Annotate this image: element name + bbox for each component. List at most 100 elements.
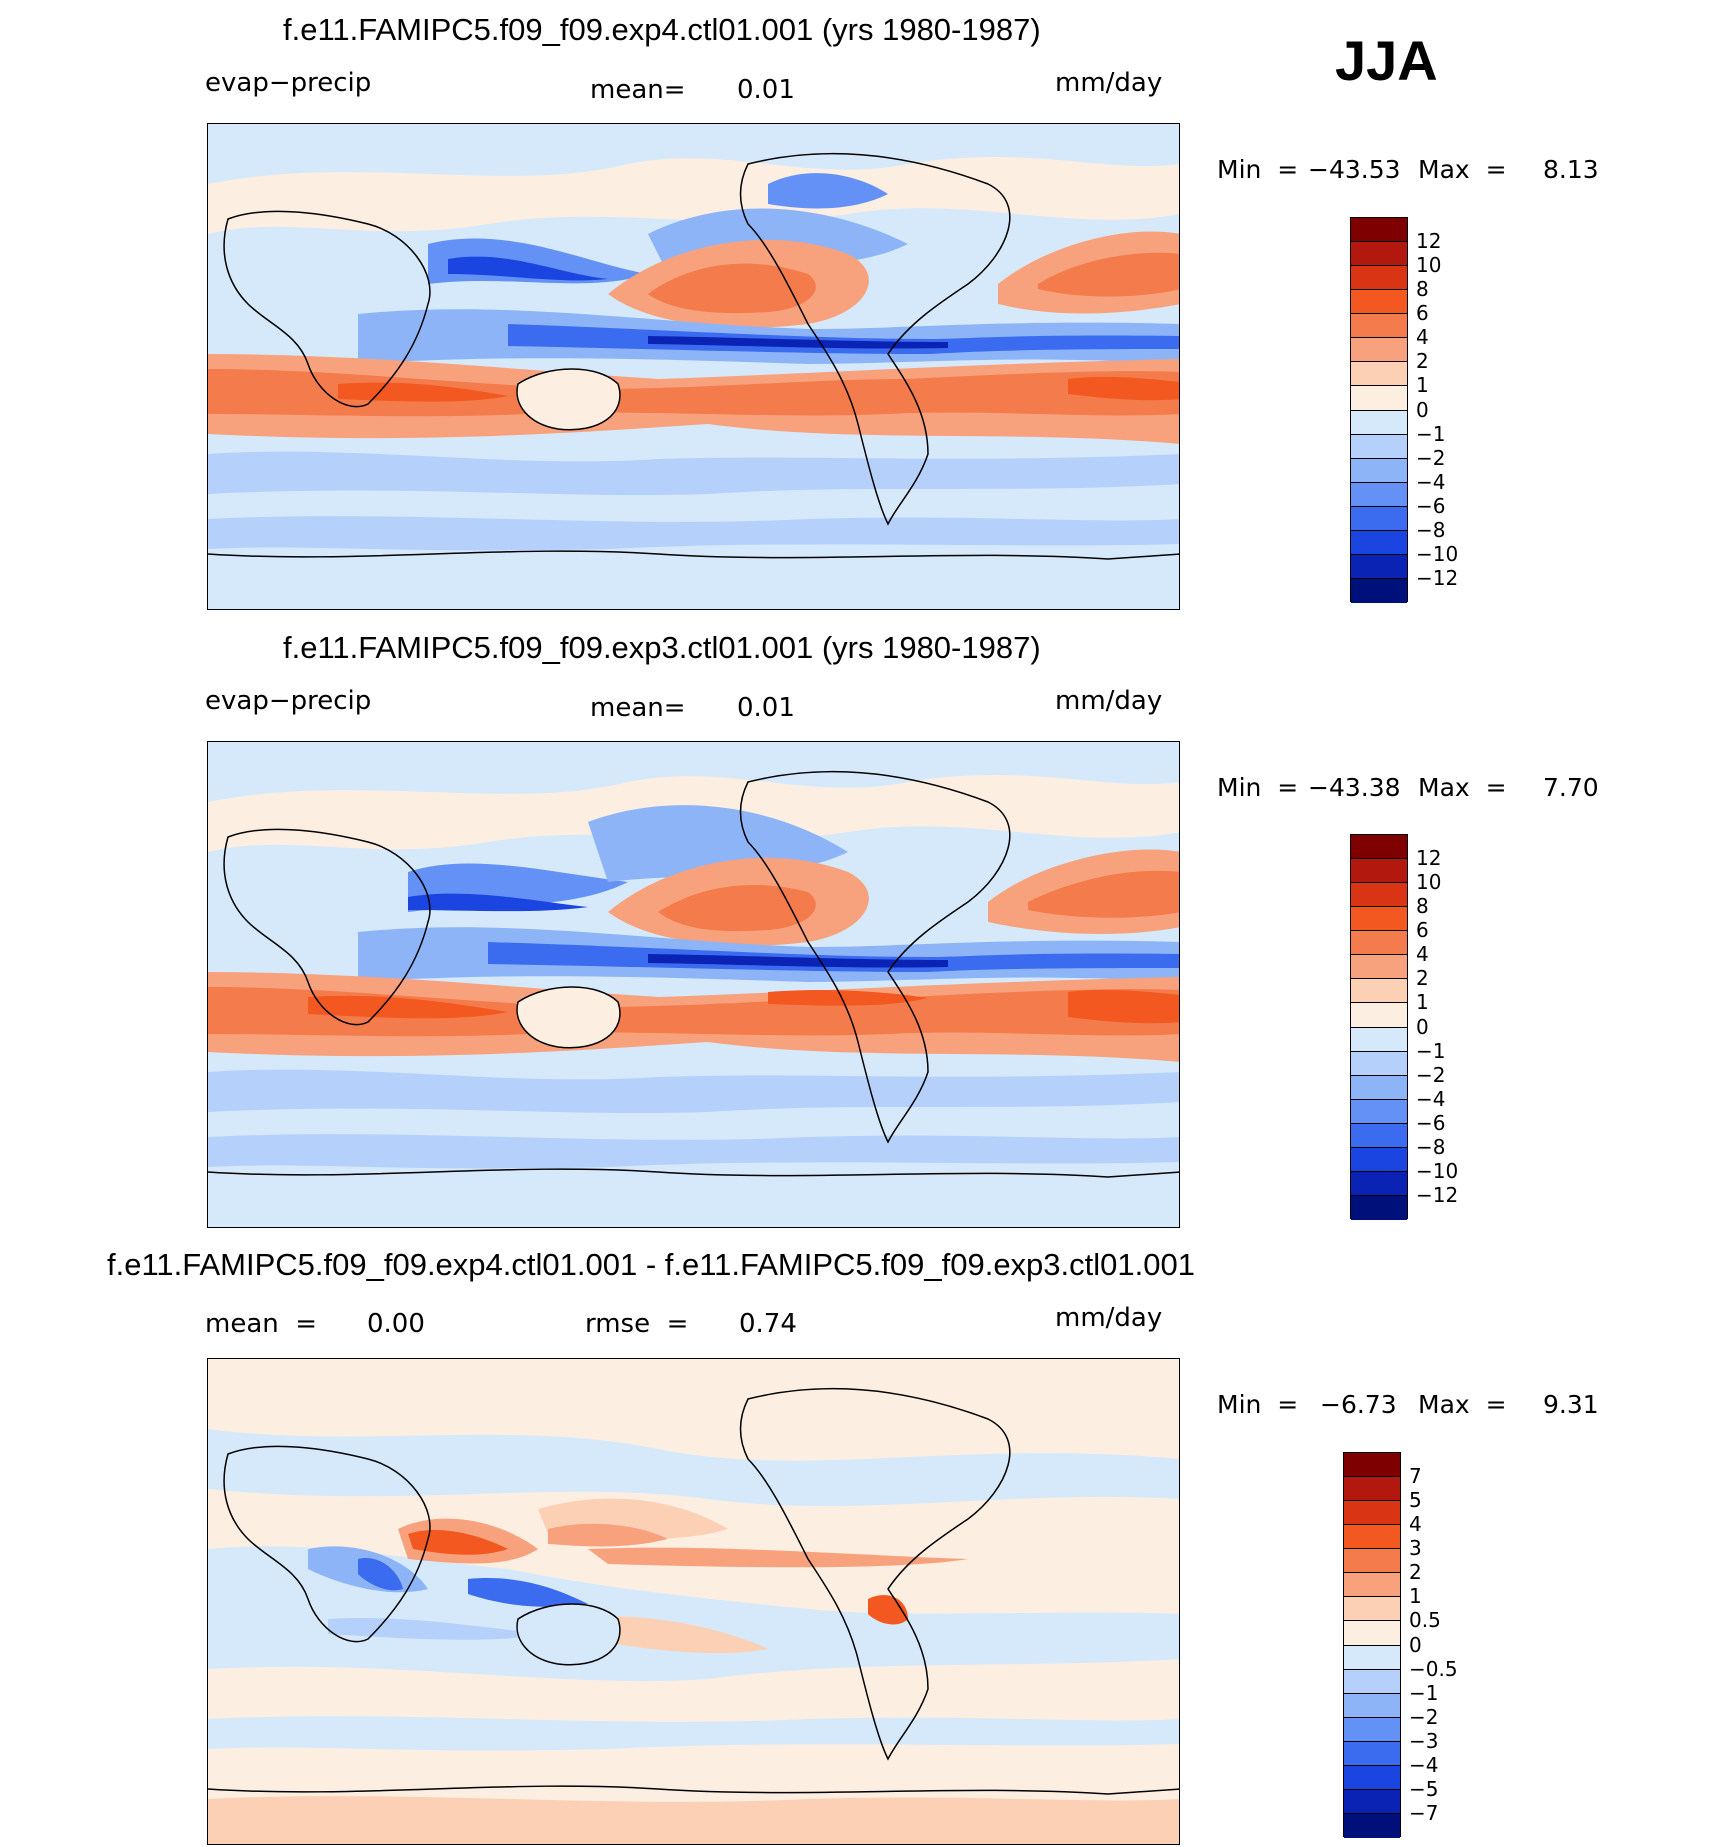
panel-1-min-value: −43.53 bbox=[1308, 155, 1401, 184]
panel-3-colorbar-tick-label: 0 bbox=[1409, 1632, 1422, 1657]
panel-2-colorbar-tick-label: −4 bbox=[1416, 1086, 1446, 1111]
panel-3-colorbar-swatch bbox=[1344, 1741, 1400, 1766]
panel-2-map-field bbox=[208, 742, 1179, 1227]
panel-2-min-value: −43.38 bbox=[1308, 773, 1401, 802]
panel-3-colorbar-tick-label: −1 bbox=[1409, 1680, 1439, 1705]
panel-2-colorbar-tick-label: 8 bbox=[1416, 894, 1429, 919]
panel-1-units: mm/day bbox=[1055, 68, 1163, 98]
panel-1-colorbar-swatch bbox=[1351, 386, 1407, 411]
panel-1-colorbar-tick-label: −6 bbox=[1416, 493, 1446, 518]
panel-3-map bbox=[207, 1358, 1180, 1845]
panel-3-colorbar-tick-label: 3 bbox=[1409, 1536, 1422, 1561]
panel-2-colorbar-swatch bbox=[1351, 1171, 1407, 1196]
panel-2-mean-value: 0.01 bbox=[737, 693, 795, 723]
panel-2-min-label: Min = bbox=[1217, 773, 1299, 802]
panel-3-colorbar-swatch bbox=[1344, 1573, 1400, 1598]
panel-2-variable: evap−precip bbox=[205, 686, 372, 716]
panel-3-max-value: 9.31 bbox=[1543, 1390, 1599, 1419]
panel-3-colorbar-swatch bbox=[1344, 1645, 1400, 1670]
panel-1-colorbar-swatch bbox=[1351, 242, 1407, 267]
panel-3-colorbar-swatch bbox=[1344, 1597, 1400, 1622]
panel-3-colorbar-swatch bbox=[1344, 1765, 1400, 1790]
panel-2-colorbar-tick-label: 1 bbox=[1416, 990, 1429, 1015]
panel-2-colorbar-swatch bbox=[1351, 1123, 1407, 1148]
panel-1-title: f.e11.FAMIPC5.f09_f09.exp4.ctl01.001 (yr… bbox=[283, 12, 1041, 47]
panel-3-colorbar-tick-label: −0.5 bbox=[1409, 1656, 1458, 1681]
panel-2-colorbar-tick-label: 0 bbox=[1416, 1014, 1429, 1039]
panel-2-colorbar-swatch bbox=[1351, 979, 1407, 1004]
panel-3-colorbar-tick-label: −4 bbox=[1409, 1752, 1439, 1777]
panel-1-colorbar-swatch bbox=[1351, 338, 1407, 363]
panel-3-rmse-label: rmse = bbox=[585, 1309, 689, 1339]
panel-2-colorbar-swatch bbox=[1351, 1027, 1407, 1052]
panel-3-colorbar-swatch bbox=[1344, 1789, 1400, 1814]
panel-1-colorbar-tick-label: 4 bbox=[1416, 325, 1429, 350]
panel-1-colorbar-swatch bbox=[1351, 362, 1407, 387]
panel-1-variable: evap−precip bbox=[205, 68, 372, 98]
panel-1-colorbar-swatch bbox=[1351, 218, 1407, 243]
panel-2-colorbar-tick-label: −1 bbox=[1416, 1038, 1446, 1063]
panel-1-colorbar-tick-label: 0 bbox=[1416, 397, 1429, 422]
panel-1-colorbar: 12 10 8 6 4 2 1 0 −1 −2 −4 −6 −8 −10 −12 bbox=[1350, 217, 1458, 603]
panel-2-colorbar-swatch bbox=[1351, 859, 1407, 884]
panel-1-colorbar-swatches bbox=[1350, 217, 1408, 603]
panel-1-colorbar-swatch bbox=[1351, 482, 1407, 507]
panel-1-colorbar-swatch bbox=[1351, 506, 1407, 531]
panel-2-colorbar-swatch bbox=[1351, 907, 1407, 932]
panel-2-colorbar-tick-label: −8 bbox=[1416, 1134, 1446, 1159]
panel-3-colorbar-tick-label: 7 bbox=[1409, 1464, 1422, 1489]
panel-3-units: mm/day bbox=[1055, 1303, 1163, 1333]
panel-3-mean-label: mean = bbox=[205, 1309, 318, 1339]
panel-1-colorbar-swatch bbox=[1351, 530, 1407, 555]
panel-1-min-label: Min = bbox=[1217, 155, 1299, 184]
panel-2-colorbar-swatch bbox=[1351, 883, 1407, 908]
panel-2-colorbar-tick-label: 6 bbox=[1416, 918, 1429, 943]
season-label: JJA bbox=[1335, 29, 1438, 92]
panel-1-colorbar-swatch bbox=[1351, 434, 1407, 459]
panel-1-colorbar-swatch bbox=[1351, 314, 1407, 339]
panel-3-colorbar-swatch bbox=[1344, 1669, 1400, 1694]
panel-2-mean-label: mean= bbox=[590, 693, 686, 723]
panel-3-colorbar-tick-label: −7 bbox=[1409, 1800, 1439, 1825]
panel-1-colorbar-tick-label: 2 bbox=[1416, 349, 1429, 374]
panel-2-colorbar-swatch bbox=[1351, 835, 1407, 860]
panel-2-title: f.e11.FAMIPC5.f09_f09.exp3.ctl01.001 (yr… bbox=[283, 630, 1041, 665]
panel-1-colorbar-tick-label: −2 bbox=[1416, 445, 1446, 470]
panel-3-colorbar-swatch bbox=[1344, 1621, 1400, 1646]
panel-2-colorbar-tick-label: −6 bbox=[1416, 1110, 1446, 1135]
panel-3-colorbar-swatch bbox=[1344, 1477, 1400, 1502]
panel-3-colorbar-swatch bbox=[1344, 1453, 1400, 1478]
panel-1-colorbar-tick-label: −10 bbox=[1416, 541, 1459, 566]
panel-3-rmse-value: 0.74 bbox=[739, 1309, 797, 1339]
panel-3-colorbar: 7 5 4 3 2 1 0.5 0 −0.5 −1 −2 −3 −4 −5 −7 bbox=[1343, 1452, 1458, 1838]
panel-1-max-value: 8.13 bbox=[1543, 155, 1599, 184]
panel-2-colorbar-tick-label: −10 bbox=[1416, 1158, 1459, 1183]
panel-2-colorbar-tick-label: 10 bbox=[1416, 870, 1442, 895]
panel-3-colorbar-swatch bbox=[1344, 1525, 1400, 1550]
panel-3-colorbar-tick-label: −5 bbox=[1409, 1776, 1439, 1801]
panel-3-colorbar-tick-label: 4 bbox=[1409, 1512, 1422, 1537]
panel-3-colorbar-swatch bbox=[1344, 1501, 1400, 1526]
panel-2-colorbar-tick-label: 2 bbox=[1416, 966, 1429, 991]
panel-2-colorbar-tick-label: 4 bbox=[1416, 942, 1429, 967]
panel-1-colorbar-swatch bbox=[1351, 410, 1407, 435]
panel-3-min-value: −6.73 bbox=[1320, 1390, 1397, 1419]
panel-2-max-value: 7.70 bbox=[1543, 773, 1599, 802]
panel-1-colorbar-swatch bbox=[1351, 554, 1407, 579]
panel-2-max-label: Max = bbox=[1418, 773, 1507, 802]
panel-3-max-label: Max = bbox=[1418, 1390, 1507, 1419]
panel-1-colorbar-tick-label: 1 bbox=[1416, 373, 1429, 398]
panel-2-colorbar-swatches bbox=[1350, 834, 1408, 1220]
panel-2-colorbar-tick-label: −12 bbox=[1416, 1182, 1459, 1207]
panel-3-map-field bbox=[208, 1359, 1179, 1844]
panel-2-colorbar-swatch bbox=[1351, 1147, 1407, 1172]
panel-3-colorbar-tick-label: −3 bbox=[1409, 1728, 1439, 1753]
panel-3-mean-value: 0.00 bbox=[367, 1309, 425, 1339]
panel-3-colorbar-swatch bbox=[1344, 1693, 1400, 1718]
panel-1-colorbar-swatch bbox=[1351, 290, 1407, 315]
panel-1-colorbar-tick-label: −4 bbox=[1416, 469, 1446, 494]
panel-1-mean-value: 0.01 bbox=[737, 75, 795, 105]
panel-1-colorbar-tick-label: 6 bbox=[1416, 301, 1429, 326]
panel-2-colorbar-swatch bbox=[1351, 1075, 1407, 1100]
panel-3-colorbar-tick-label: 2 bbox=[1409, 1560, 1422, 1585]
